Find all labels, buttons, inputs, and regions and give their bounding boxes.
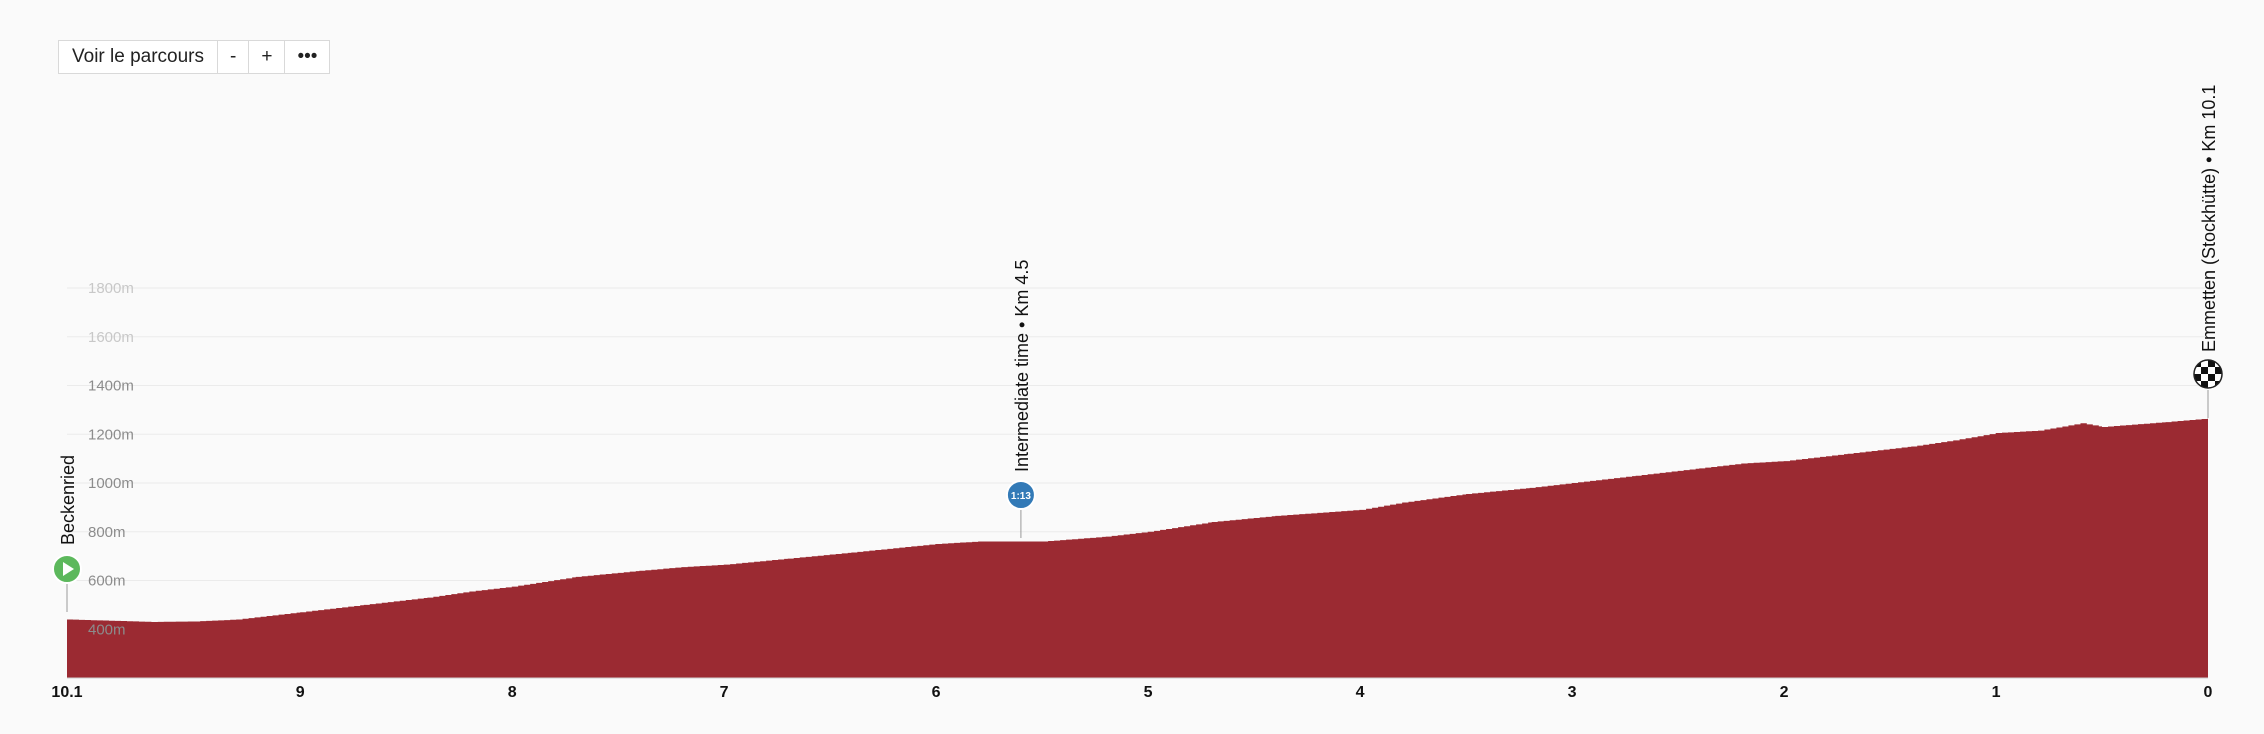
x-tick-label: 7 bbox=[720, 684, 729, 701]
intermediate-marker-label: Intermediate time • Km 4.5 bbox=[1012, 260, 1032, 472]
checkered-flag-icon[interactable] bbox=[2193, 359, 2223, 389]
y-tick-label: 1800m bbox=[88, 280, 134, 297]
intermediate-time-badge[interactable] bbox=[1005, 480, 1036, 510]
chart-toolbar: Voir le parcours - + ••• bbox=[58, 40, 331, 74]
x-tick-label: 3 bbox=[1568, 684, 1577, 701]
play-icon-glyph bbox=[63, 562, 74, 576]
more-options-button[interactable]: ••• bbox=[297, 46, 318, 67]
elevation-area bbox=[67, 418, 2208, 678]
x-tick-label: 6 bbox=[932, 684, 941, 701]
x-tick-label: 10.1 bbox=[51, 684, 82, 701]
zoom-in-button[interactable]: + bbox=[249, 41, 286, 73]
y-tick-label: 400m bbox=[88, 621, 126, 638]
y-tick-label: 1600m bbox=[88, 329, 134, 346]
x-tick-label: 2 bbox=[1780, 684, 1789, 701]
y-tick-label: 1000m bbox=[88, 475, 134, 492]
y-tick-label: 1200m bbox=[88, 426, 134, 443]
start-marker-label: Beckenried bbox=[58, 455, 78, 545]
y-tick-label: 800m bbox=[88, 524, 126, 541]
x-tick-label: 4 bbox=[1356, 684, 1365, 701]
x-tick-label: 5 bbox=[1144, 684, 1153, 701]
y-tick-label: 1400m bbox=[88, 378, 134, 395]
x-tick-label: 9 bbox=[296, 684, 305, 701]
x-tick-label: 1 bbox=[1992, 684, 2001, 701]
intermediate-badge-text: 1:13 bbox=[1011, 491, 1031, 502]
x-tick-label: 8 bbox=[508, 684, 517, 701]
y-tick-label: 600m bbox=[88, 573, 126, 590]
finish-marker-label: Emmetten (Stockhütte) • Km 10.1 bbox=[2199, 85, 2219, 352]
view-route-button[interactable]: Voir le parcours bbox=[59, 41, 219, 73]
zoom-out-button[interactable]: - bbox=[218, 41, 250, 73]
x-tick-label: 0 bbox=[2204, 684, 2213, 701]
